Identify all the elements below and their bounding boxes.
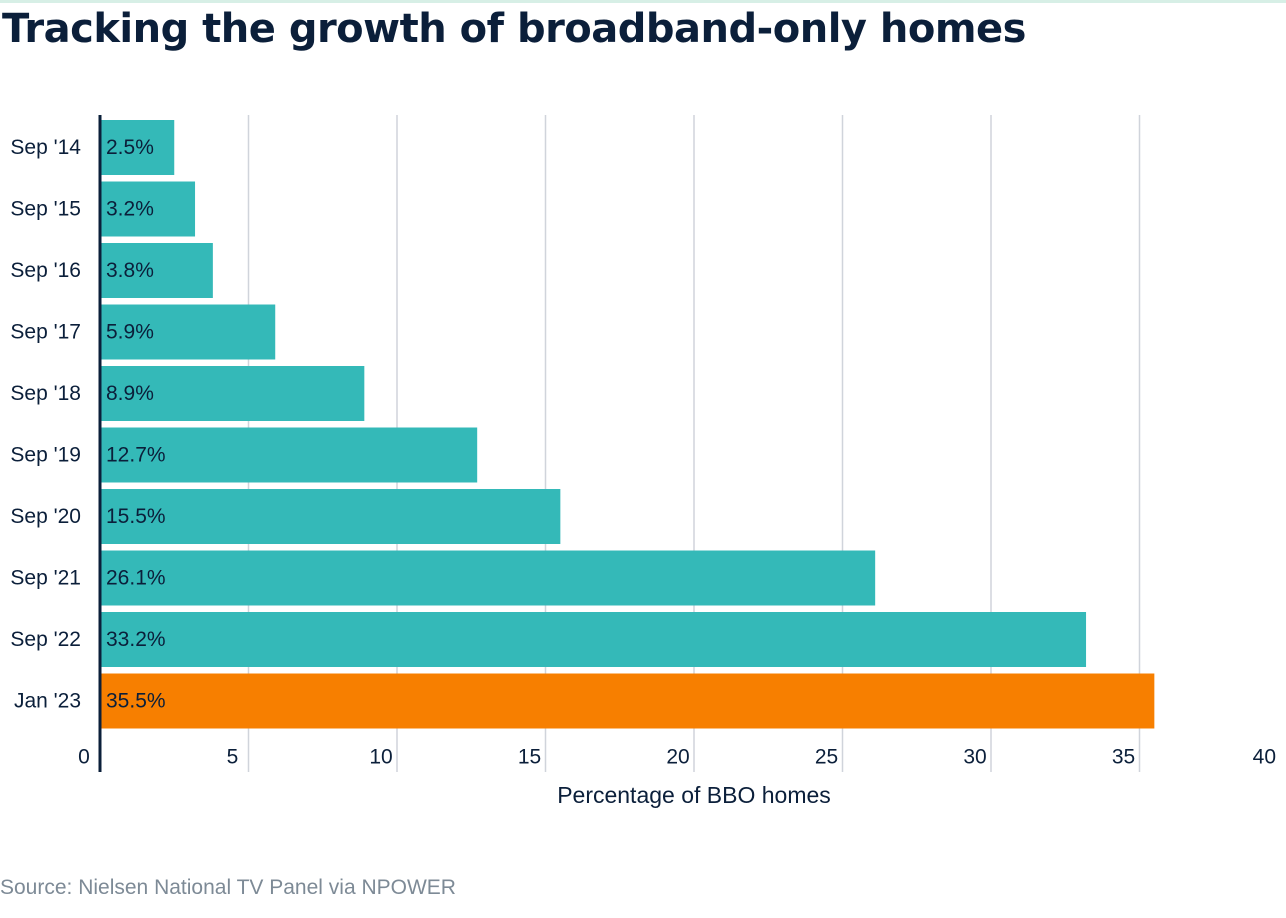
source-note: Source: Nielsen National TV Panel via NP…: [0, 876, 456, 899]
data-label: 26.1%: [106, 567, 166, 590]
x-tick-label: 30: [963, 746, 986, 769]
category-label: Sep '21: [10, 567, 81, 590]
data-label: 3.8%: [106, 259, 154, 282]
category-label: Sep '14: [10, 136, 81, 159]
category-label: Sep '20: [10, 505, 81, 528]
x-tick-label: 15: [518, 746, 541, 769]
x-tick-label: 5: [227, 746, 239, 769]
bar: [101, 366, 365, 421]
data-label: 5.9%: [106, 321, 154, 344]
category-label: Sep '15: [10, 198, 81, 221]
data-label: 2.5%: [106, 136, 154, 159]
x-tick-label: 20: [666, 746, 689, 769]
bar: [101, 612, 1087, 667]
data-label: 35.5%: [106, 690, 166, 713]
bar: [101, 243, 213, 298]
x-axis-title: Percentage of BBO homes: [557, 782, 831, 808]
chart-title: Tracking the growth of broadband-only ho…: [2, 6, 1027, 52]
category-label: Sep '18: [10, 382, 81, 405]
x-tick-label: 25: [815, 746, 838, 769]
x-tick-label: 40: [1253, 746, 1276, 769]
data-label: 3.2%: [106, 198, 154, 221]
data-label: 12.7%: [106, 444, 166, 467]
bar: [101, 489, 561, 544]
data-label: 33.2%: [106, 628, 166, 651]
bar-highlight: [101, 673, 1155, 729]
bar: [101, 304, 276, 360]
bar: [101, 120, 175, 175]
x-tick-label: 35: [1112, 746, 1135, 769]
category-label: Sep '17: [10, 321, 81, 344]
bar: [101, 181, 196, 237]
category-label: Sep '16: [10, 259, 81, 282]
data-label: 15.5%: [106, 505, 166, 528]
top-accent-rule: [0, 0, 1286, 3]
data-label: 8.9%: [106, 382, 154, 405]
category-label: Sep '22: [10, 628, 81, 651]
category-label: Jan '23: [14, 690, 81, 713]
bar: [101, 550, 876, 606]
x-tick-label: 10: [369, 746, 392, 769]
bar: [101, 427, 478, 483]
x-tick-label: 0: [78, 746, 90, 769]
category-label: Sep '19: [10, 444, 81, 467]
